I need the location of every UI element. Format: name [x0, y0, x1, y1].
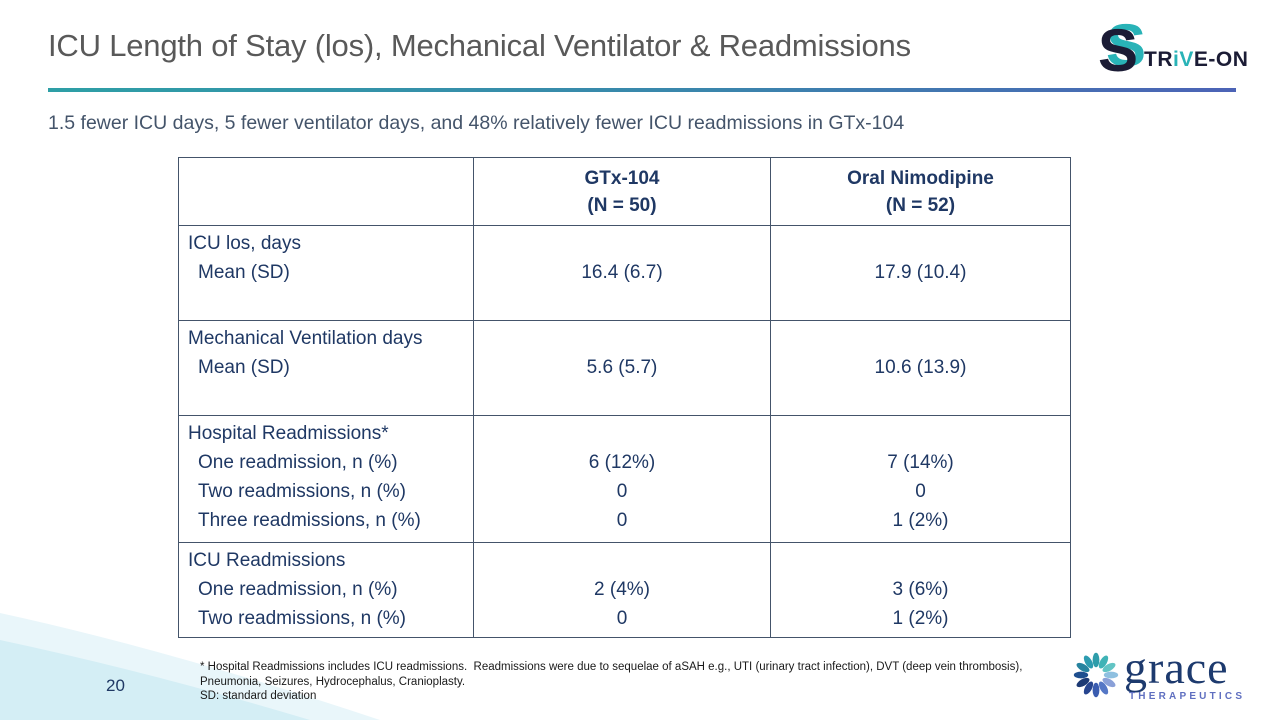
row-label-line: ICU Readmissions: [188, 550, 346, 571]
column-header-gtx104: GTx-104 (N = 50): [473, 157, 771, 226]
value-line: 0: [915, 481, 926, 502]
value-line: 0: [616, 608, 628, 629]
table-row: ICU Readmissions One readmission, n (%) Tw…: [178, 542, 1071, 638]
footnote: * Hospital Readmissions includes ICU rea…: [200, 660, 1022, 704]
value-line: 3 (6%): [892, 579, 949, 600]
row-label-line: Two readmissions, n (%): [198, 608, 407, 629]
value-line: 1 (2%): [892, 510, 949, 531]
strive-on-s-teal-layer: S: [1106, 12, 1147, 79]
grace-tagline: THERAPEUTICS: [1129, 691, 1246, 702]
key-message-text: 1.5 fewer ICU days, 5 fewer ventilator d…: [48, 112, 905, 134]
footnote-line-1: * Hospital Readmissions includes ICU rea…: [200, 661, 1023, 673]
value-line: 5.6 (5.7): [586, 357, 658, 378]
table-body: ICU los, days Mean (SD) 16.4 (6.7) 17.9 (…: [178, 225, 1071, 638]
grace-burst-icon: [1073, 652, 1119, 698]
value-line: 17.9 (10.4): [874, 262, 967, 283]
title-underline-rule: [48, 88, 1236, 92]
row-label-cell: ICU Readmissions One readmission, n (%) Tw…: [178, 542, 474, 638]
row-label-cell: Mechanical Ventilation days Mean (SD): [178, 320, 474, 416]
grace-logo-text: grace THERAPEUTICS: [1124, 642, 1246, 703]
value-line: [480, 546, 764, 575]
gtx104-value-cell: 16.4 (6.7): [473, 225, 771, 321]
gtx104-value-cell: 2 (4%) 0: [473, 542, 771, 638]
value-line: 10.6 (13.9): [874, 357, 967, 378]
table-header-row: GTx-104 (N = 50) Oral Nimodipine (N = 52…: [178, 157, 1071, 226]
nimodipine-value-cell: 7 (14%) 0 1 (2%): [770, 415, 1071, 543]
value-line: 1 (2%): [892, 608, 949, 629]
row-label-cell: ICU los, days Mean (SD): [178, 225, 474, 321]
value-line: [777, 324, 1064, 353]
footnote-line-2: Pneumonia, Seizures, Hydrocephalus, Cran…: [200, 675, 466, 688]
value-line: [777, 546, 1064, 575]
row-label-line: Mean (SD): [198, 262, 290, 283]
gtx104-value-cell: 6 (12%) 0 0: [473, 415, 771, 543]
table-row: Mechanical Ventilation days Mean (SD) 5.6…: [178, 320, 1071, 416]
value-line: 0: [616, 481, 628, 502]
strive-on-s-navy-layer: S: [1098, 17, 1139, 84]
grace-therapeutics-logo: grace THERAPEUTICS: [1070, 642, 1246, 703]
value-line: 7 (14%): [887, 452, 954, 473]
row-label-line: Two readmissions, n (%): [198, 481, 407, 502]
grace-wordmark: grace: [1124, 642, 1229, 693]
row-label-line: One readmission, n (%): [198, 452, 398, 473]
column-header-oral-nimodipine: Oral Nimodipine (N = 52): [770, 157, 1071, 226]
column-header-empty: [178, 157, 474, 226]
nimodipine-value-cell: 17.9 (10.4): [770, 225, 1071, 321]
value-line: 2 (4%): [594, 579, 650, 600]
row-label-line: Hospital Readmissions*: [188, 423, 389, 444]
gtx104-value-cell: 5.6 (5.7): [473, 320, 771, 416]
row-label-cell: Hospital Readmissions* One readmission, n…: [178, 415, 474, 543]
row-label-line: One readmission, n (%): [198, 579, 398, 600]
strive-on-s-mark: S S: [1098, 16, 1146, 84]
value-line: [777, 419, 1064, 448]
table-row: Hospital Readmissions* One readmission, n…: [178, 415, 1071, 543]
table-row: ICU los, days Mean (SD) 16.4 (6.7) 17.9 (…: [178, 225, 1071, 321]
value-line: [480, 419, 764, 448]
corner-curve-fill: [0, 640, 310, 720]
nimodipine-value-cell: 10.6 (13.9): [770, 320, 1071, 416]
value-line: [480, 324, 764, 353]
strive-on-logo: S S TRiVE-ON: [1098, 16, 1249, 84]
value-line: 16.4 (6.7): [581, 262, 663, 283]
value-line: [777, 229, 1064, 258]
row-label-line: ICU los, days: [188, 233, 301, 254]
row-label-line: Mechanical Ventilation days: [188, 328, 423, 349]
value-line: [480, 229, 764, 258]
page-title: ICU Length of Stay (los), Mechanical Ven…: [48, 28, 911, 63]
corner-curve-decoration: [0, 613, 380, 720]
footnote-line-3: SD: standard deviation: [200, 690, 317, 702]
nimodipine-value-cell: 3 (6%) 1 (2%): [770, 542, 1071, 638]
row-label-line: Mean (SD): [198, 357, 290, 378]
strive-on-wordmark: TRiVE-ON: [1144, 48, 1249, 71]
value-line: 0: [616, 510, 628, 531]
results-table: GTx-104 (N = 50) Oral Nimodipine (N = 52…: [178, 157, 1071, 638]
row-label-line: Three readmissions, n (%): [198, 510, 421, 531]
value-line: 6 (12%): [588, 452, 656, 473]
page-number: 20: [106, 676, 125, 695]
